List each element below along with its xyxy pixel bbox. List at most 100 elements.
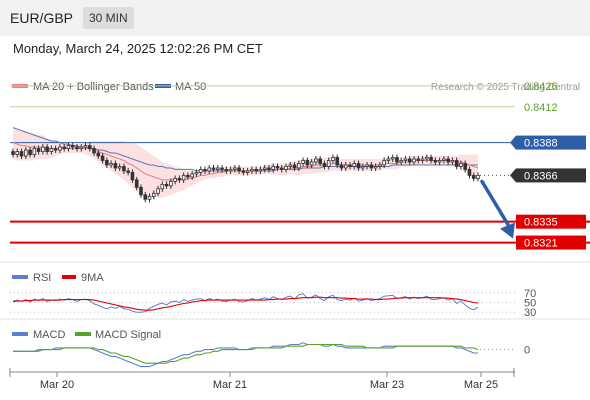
x-tick-label: Mar 25 <box>464 379 498 391</box>
projection-arrow <box>480 179 510 227</box>
candle <box>237 167 241 172</box>
candle <box>11 151 15 155</box>
candle <box>361 166 365 169</box>
candle <box>203 169 207 172</box>
candle <box>139 186 143 196</box>
candle <box>450 160 455 163</box>
candle <box>113 163 118 169</box>
candle <box>100 155 105 161</box>
candle <box>365 164 369 167</box>
candle <box>254 169 258 172</box>
candle <box>83 145 88 148</box>
candle <box>79 146 84 149</box>
title-bar: EUR/GBP 30 MIN <box>0 0 590 36</box>
macd-signal-line <box>13 343 479 364</box>
level-label-0.8335: 0.8335 <box>524 217 558 229</box>
candle <box>348 164 352 167</box>
candle <box>463 163 468 170</box>
candle <box>446 158 450 163</box>
candle <box>288 164 293 167</box>
candle <box>126 170 130 173</box>
timestamp: Monday, March 24, 2025 12:02:26 PM CET <box>13 41 263 56</box>
candle <box>215 167 220 170</box>
candle <box>143 194 148 200</box>
candle <box>279 167 284 170</box>
rsi-ma-legend-swatch <box>62 275 76 279</box>
currency-pair-title: EUR/GBP <box>10 10 74 26</box>
candle <box>416 158 421 161</box>
candle <box>284 166 288 170</box>
macd-legend-swatch <box>12 332 28 336</box>
candle <box>407 158 412 163</box>
candle <box>164 183 169 187</box>
x-tick-label: Mar 20 <box>40 379 74 391</box>
candle <box>258 169 263 172</box>
candle <box>58 146 62 151</box>
candle <box>130 172 135 181</box>
candle <box>87 145 92 149</box>
candle <box>297 163 301 169</box>
candle <box>429 157 433 161</box>
candle <box>412 158 416 163</box>
candle <box>339 164 344 169</box>
candle <box>369 164 374 169</box>
candle <box>275 166 280 169</box>
candle <box>70 145 75 148</box>
candle <box>250 169 254 172</box>
candle <box>301 160 305 164</box>
candle <box>442 158 446 161</box>
level-tag-0.8388 <box>516 135 586 150</box>
candle <box>459 163 463 167</box>
timeframe-button[interactable]: 30 MIN <box>83 7 134 29</box>
rsi-ma-line <box>12 296 479 311</box>
candle <box>190 173 194 178</box>
candle <box>292 164 297 169</box>
candle <box>326 160 331 167</box>
rsi-legend-swatch <box>12 275 28 279</box>
candlesticks <box>11 142 480 203</box>
level-tag-pointer <box>510 135 516 150</box>
candle <box>75 146 79 149</box>
level-label-0.8321: 0.8321 <box>524 238 558 250</box>
x-tick-label: Mar 23 <box>370 379 404 391</box>
candle <box>228 169 233 172</box>
candle <box>471 175 476 179</box>
candle <box>122 166 126 172</box>
rsi-line <box>12 293 479 313</box>
candle <box>433 160 438 163</box>
candle <box>318 158 322 164</box>
candle <box>322 163 327 167</box>
candle <box>19 151 24 157</box>
candle <box>352 163 357 167</box>
macd-signal-legend-swatch <box>75 332 91 336</box>
projection-arrow-head <box>500 222 515 239</box>
candle <box>109 163 113 166</box>
candle <box>177 177 182 181</box>
candle <box>62 146 66 149</box>
macd-legend-label: MACD <box>33 329 65 341</box>
candle <box>267 167 271 170</box>
candle <box>305 160 310 166</box>
candle <box>378 164 382 167</box>
candle <box>220 167 224 170</box>
candle <box>41 146 45 152</box>
candle <box>36 148 41 152</box>
level-tag-0.8366 <box>516 168 586 183</box>
candle <box>386 158 391 161</box>
candle <box>49 148 54 152</box>
level-label-0.8426: 0.8426 <box>524 81 558 93</box>
candle <box>117 166 122 169</box>
candle <box>92 148 96 154</box>
rsi-tick-label-50: 50 <box>524 298 536 310</box>
candle <box>156 188 160 194</box>
candle <box>314 158 318 163</box>
macd-tick-label-0: 0 <box>524 345 530 357</box>
candle <box>211 167 216 170</box>
candle <box>45 146 49 152</box>
candle <box>181 175 186 181</box>
candle <box>186 175 190 178</box>
candle <box>373 166 378 169</box>
candle <box>420 158 425 161</box>
